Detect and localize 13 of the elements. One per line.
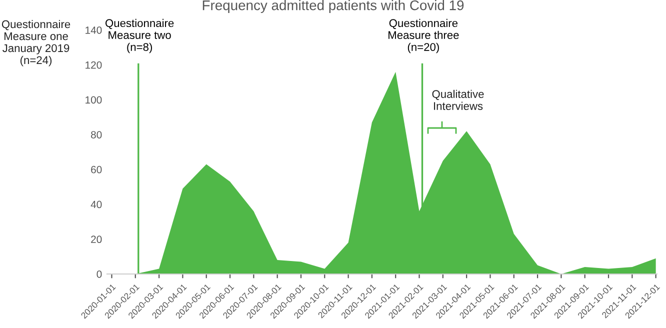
y-tick-label: 60	[91, 166, 102, 174]
y-tick-label: 80	[91, 131, 102, 138]
y-tick-label: 140	[86, 26, 102, 34]
annotation: Qualitative Interviews	[432, 90, 484, 110]
y-tick-label: 120	[86, 61, 102, 69]
chart-title: Frequency admitted patients with Covid 19	[202, 0, 464, 13]
text: Questionnaire Measure one January 2019 (n=24)	[2, 20, 70, 66]
y-tick-label: 0	[96, 270, 102, 278]
y-tick-label: 20	[91, 236, 102, 244]
y-tick-label: 40	[90, 200, 102, 208]
y-tick-label: 100	[86, 96, 102, 104]
ref-line-label: Questionnaire Measure three (n=20)	[388, 18, 459, 54]
ref-line-label: Questionnaire Measure two (n=8)	[105, 18, 174, 54]
